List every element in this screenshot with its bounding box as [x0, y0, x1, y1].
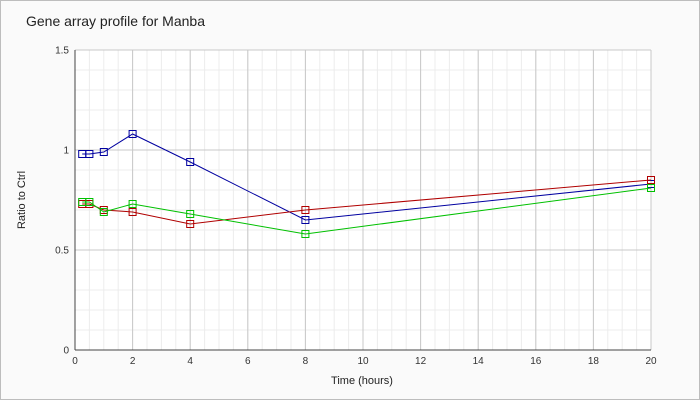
minor-grid [74, 49, 652, 351]
data-point [85, 150, 94, 158]
data-point [99, 208, 108, 216]
data-point [128, 130, 137, 138]
y-axis-title: Ratio to Ctrl [16, 171, 28, 229]
y-tick-labels: 0 0.5 1 1.5 [55, 46, 69, 357]
x-tick-label: 16 [530, 356, 542, 367]
x-tick-label: 20 [645, 356, 657, 367]
data-point [186, 210, 195, 218]
data-point [128, 208, 137, 216]
x-tick-label: 8 [303, 356, 309, 367]
x-tick-label: 0 [72, 356, 78, 367]
x-tick-label: 14 [473, 356, 485, 367]
data-point [186, 220, 195, 228]
data-point [186, 158, 195, 166]
y-tick-label: 0 [63, 346, 69, 357]
series-line [82, 187, 652, 235]
data-point [85, 198, 94, 206]
x-tick-label: 6 [245, 356, 251, 367]
data-point [647, 176, 655, 184]
series-line [82, 179, 652, 225]
series-1 [78, 130, 655, 224]
data-point [128, 200, 137, 208]
x-tick-labels: 0 2 4 6 8 10 12 14 16 18 20 [72, 356, 657, 367]
data-point [301, 216, 310, 224]
chart-title: Gene array profile for Manba [26, 13, 205, 29]
series-layer [78, 130, 655, 238]
axes [74, 50, 651, 351]
x-tick-label: 2 [130, 356, 136, 367]
y-tick-label: 1.5 [55, 46, 69, 57]
x-tick-label: 10 [357, 356, 369, 367]
data-point [99, 148, 108, 156]
x-tick-label: 4 [187, 356, 193, 367]
x-axis-title: Time (hours) [331, 375, 393, 387]
series-3 [78, 184, 655, 238]
data-point [647, 184, 655, 192]
x-tick-label: 18 [588, 356, 600, 367]
y-tick-label: 0.5 [55, 246, 69, 257]
data-point [301, 206, 310, 214]
x-tick-label: 12 [415, 356, 427, 367]
data-point [301, 230, 310, 238]
y-tick-label: 1 [63, 146, 69, 157]
series-line [82, 133, 652, 221]
